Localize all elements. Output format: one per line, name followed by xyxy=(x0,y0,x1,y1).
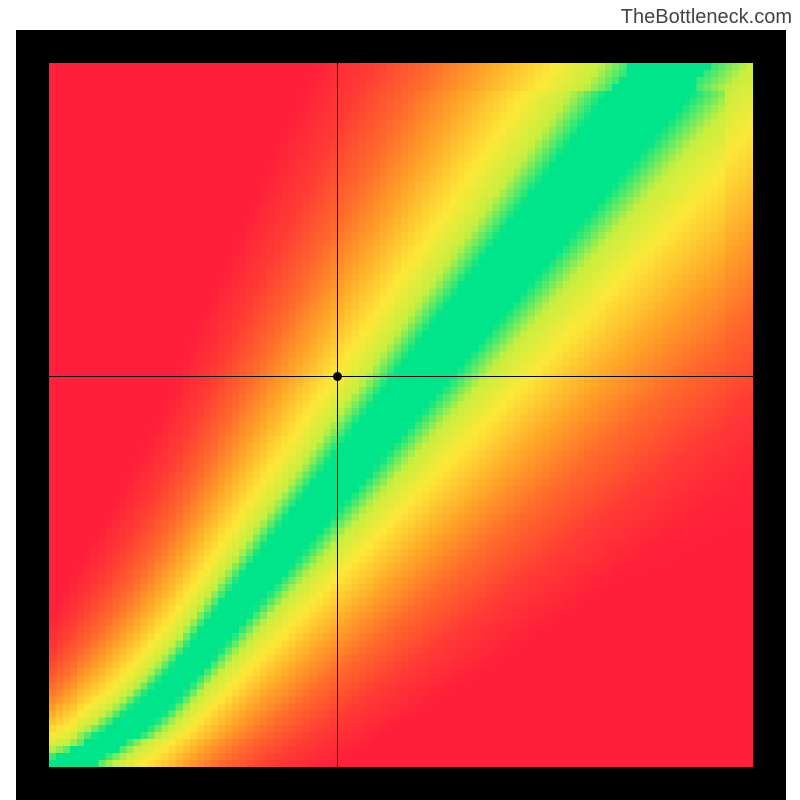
crosshair-marker xyxy=(333,372,342,381)
plot-outer-frame xyxy=(16,30,786,800)
heatmap-area xyxy=(49,63,753,767)
crosshair-vertical xyxy=(337,63,338,767)
heatmap-canvas xyxy=(49,63,753,767)
watermark: TheBottleneck.com xyxy=(621,6,792,29)
figure-container: TheBottleneck.com xyxy=(0,0,800,800)
crosshair-horizontal xyxy=(49,376,753,377)
